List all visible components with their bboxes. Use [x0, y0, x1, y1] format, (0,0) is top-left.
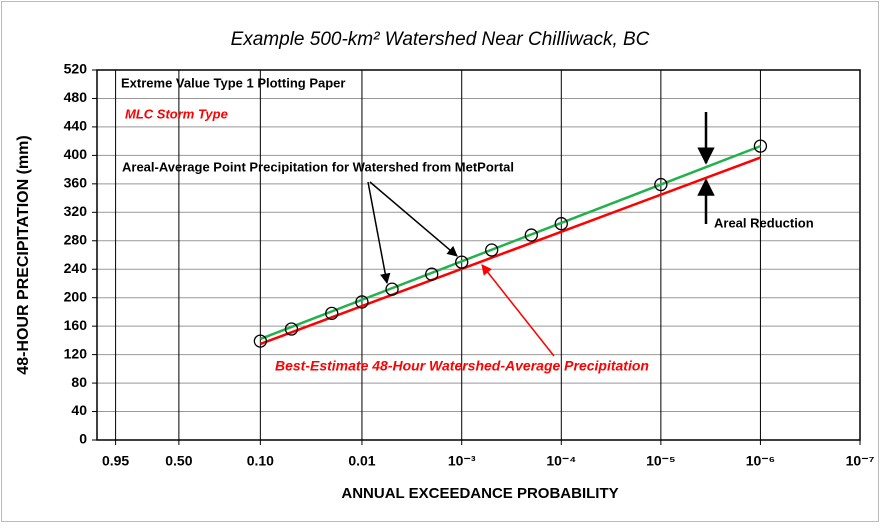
- x-tick-label: 0.10: [247, 453, 274, 469]
- y-tick-label: 440: [64, 118, 88, 134]
- x-tick-label: 10⁻³: [448, 453, 476, 469]
- data-point: [253, 334, 267, 348]
- arrow: [369, 181, 458, 257]
- annotation: Areal-Average Point Precipitation for Wa…: [122, 159, 514, 174]
- y-tick-label: 280: [64, 231, 88, 247]
- annotation: Areal Reduction: [714, 215, 814, 230]
- data-line: [259, 156, 761, 346]
- arrow: [367, 181, 391, 285]
- data-line: [259, 144, 761, 341]
- annotation: MLC Storm Type: [125, 106, 228, 121]
- x-tick-label: 0.50: [165, 453, 192, 469]
- arrows: [367, 112, 715, 357]
- data-point: [425, 267, 439, 281]
- x-tick-label: 10⁻⁷: [846, 453, 875, 469]
- y-tick-label: 400: [64, 146, 88, 162]
- y-tick-label: 80: [71, 374, 87, 390]
- x-tick-label: 0.01: [348, 453, 375, 469]
- data-point: [325, 306, 339, 320]
- y-tick-label: 200: [64, 288, 88, 304]
- annotation: Best-Estimate 48-Hour Watershed-Average …: [275, 358, 649, 374]
- y-tick-label: 40: [71, 402, 87, 418]
- y-tick-label: 480: [64, 89, 88, 105]
- data-point: [385, 282, 399, 296]
- data-point: [455, 255, 469, 269]
- y-tick-label: 160: [64, 317, 88, 333]
- chart-title: Example 500-km² Watershed Near Chilliwac…: [231, 29, 650, 50]
- data-point: [485, 243, 499, 257]
- data-point: [654, 177, 668, 192]
- data-point: [524, 228, 538, 242]
- x-tick-label: 0.95: [102, 453, 129, 469]
- arrow: [481, 264, 555, 357]
- y-tick-label: 0: [79, 431, 87, 447]
- data-point: [753, 139, 768, 153]
- data-point: [554, 217, 568, 231]
- y-axis-label: 48-HOUR PRECIPITATION (mm): [15, 135, 32, 374]
- x-tick-label: 10⁻⁶: [746, 453, 775, 469]
- annotation: Extreme Value Type 1 Plotting Paper: [121, 75, 345, 90]
- x-tick-label: 10⁻⁴: [546, 453, 576, 469]
- x-axis-label: ANNUAL EXCEEDANCE PROBABILITY: [341, 485, 618, 502]
- y-tick-label: 320: [64, 203, 88, 219]
- data-point: [284, 322, 299, 336]
- plot-border: [96, 69, 861, 441]
- y-tick-label: 240: [64, 260, 88, 276]
- data-point: [355, 295, 369, 309]
- y-tick-label: 520: [64, 61, 88, 77]
- plot-area: 0 40 80 120 160 200 240 280 320 360 400 440 480 520 0.…: [64, 61, 875, 469]
- y-tick-label: 360: [64, 175, 88, 191]
- y-tick-label: 120: [64, 345, 88, 361]
- x-tick-label: 10⁻⁵: [646, 453, 676, 469]
